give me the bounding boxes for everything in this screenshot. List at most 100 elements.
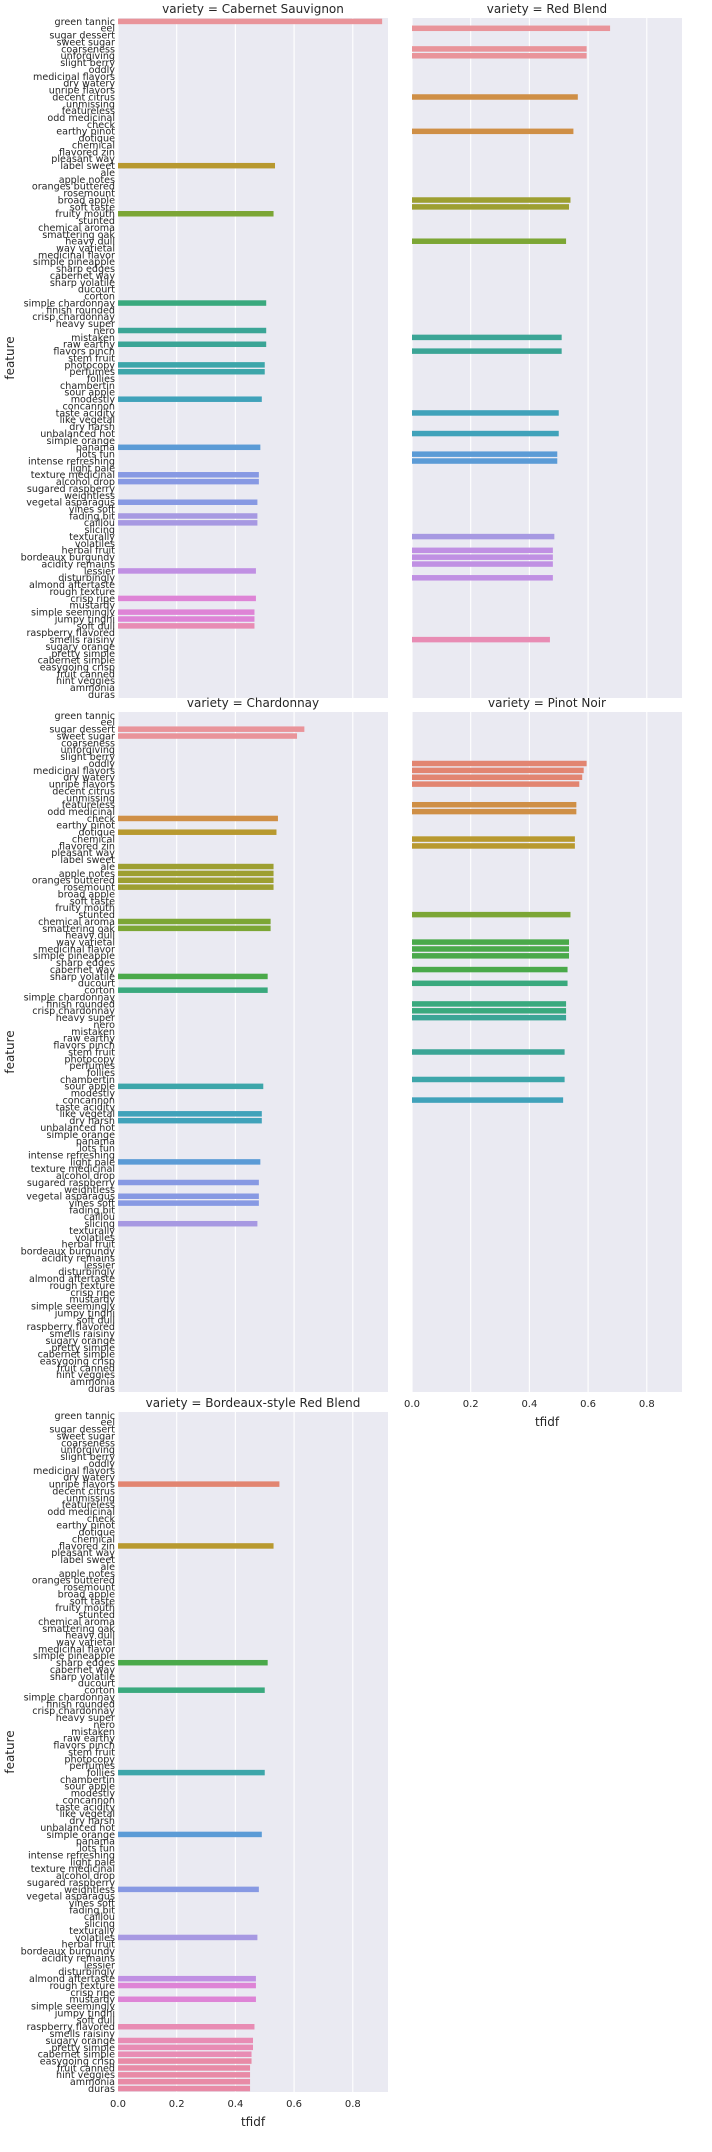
tick-label-y: bordeaux burgundy [21, 1247, 116, 1258]
tick-label-y: nero [93, 326, 115, 337]
tick-label-y: duras [88, 2084, 115, 2095]
tick-label-y: coarseness [61, 1438, 115, 1449]
tick-label-y: unbalanced hot [40, 1123, 115, 1134]
tick-label-y: photocopy [64, 1754, 115, 1765]
bar [118, 884, 274, 890]
tick-label-y: vegetal asparagus [26, 498, 115, 509]
plot-area [118, 1412, 388, 2092]
tick-label-y: texturally [69, 1226, 115, 1237]
bar [118, 733, 298, 739]
tick-label-y: sharp edges [56, 1658, 115, 1669]
tick-label-y: like vegetal [60, 415, 115, 426]
tick-label-y: cabernet way [50, 271, 115, 282]
tick-label-y: dry watery [63, 1473, 115, 1484]
tick-label-y: easygoing crisp [40, 1356, 115, 1367]
bar [412, 410, 559, 416]
bar [412, 966, 568, 973]
bar [412, 547, 553, 554]
tick-label-y: easygoing crisp [40, 2056, 115, 2067]
tick-label-y: odd medicinal [47, 807, 115, 818]
tick-label-y: pretty simple [51, 649, 115, 660]
bar [412, 575, 553, 581]
tick-label-y: odd medicinal [47, 1507, 115, 1518]
tick-label-y: caillou [84, 518, 115, 529]
bar [118, 1831, 262, 1838]
bar [412, 939, 570, 945]
bar [118, 1769, 265, 1776]
tick-label-y: earthy pinot [56, 127, 115, 138]
tick-label-x: 0.4 [521, 1399, 537, 1410]
tick-label-y: raspberry flavored [26, 1322, 115, 1333]
tick-label-y: cabernet way [50, 965, 115, 976]
bar [412, 953, 570, 959]
bar [118, 1975, 256, 1982]
bar [118, 595, 256, 602]
tick-label-y: simple orange [47, 1130, 116, 1141]
tick-label-y: cabernet simple [38, 1350, 115, 1361]
tick-label-y: texture medicinal [31, 1164, 115, 1175]
tick-label-y: soft dull [77, 1315, 115, 1326]
bar [118, 925, 271, 932]
tick-label-y: ducourt [78, 285, 115, 296]
tick-label-x: 0.6 [286, 2099, 302, 2110]
tick-label-y: simple seemingly [31, 2002, 115, 2013]
tick-label-y: herbal fruit [62, 1940, 116, 1951]
tick-label-y: medicinal flavors [33, 72, 115, 83]
tick-label-y: light pale [70, 463, 115, 474]
tick-label-y: light pale [70, 1157, 115, 1168]
tick-label-y: medicinal flavors [33, 1466, 115, 1477]
tick-label-y: unmissing [66, 99, 115, 110]
bar [412, 636, 550, 643]
bar [118, 1481, 280, 1487]
bar [118, 1543, 274, 1549]
x-axis-label: tfidf [241, 2115, 266, 2129]
bar [118, 396, 262, 402]
tick-label-y: sharp edges [56, 958, 115, 969]
tick-label-y: chambertin [60, 381, 115, 392]
tick-label-y: way varietal [56, 1638, 115, 1649]
bar [118, 368, 265, 375]
tick-label-y: oddly [89, 65, 116, 76]
tick-label-y: sharp edges [56, 264, 115, 275]
tick-label-y: weightless [64, 1185, 115, 1196]
tick-label-y: label sweet [60, 161, 115, 172]
tick-label-y: ale [101, 1562, 116, 1573]
tick-label-y: rough texture [49, 1281, 115, 1292]
tick-label-y: earthy pinot [56, 821, 115, 832]
panel-title: variety = Chardonnay [187, 696, 319, 710]
tick-label-y: acidity remains [41, 1953, 115, 1964]
tick-label-y: taste acidity [56, 1102, 116, 1113]
tick-label-y: stem fruit [68, 1747, 115, 1758]
bar [118, 1200, 259, 1206]
tick-label-y: stunted [78, 1610, 115, 1621]
tick-label-y: follies [87, 1768, 115, 1779]
bar [118, 327, 267, 334]
bar [412, 836, 575, 842]
tick-label-y: slicing [85, 1219, 115, 1230]
tick-label-y: herbal fruit [62, 1240, 116, 1251]
bar [118, 1982, 256, 1989]
tick-label-y: fading bit [69, 1205, 115, 1216]
tick-label-y: smells raisiny [49, 1329, 115, 1340]
tick-label-y: bordeaux burgundy [21, 1947, 116, 1958]
bar [412, 781, 580, 787]
tick-label-y: simple orange [47, 436, 116, 447]
panel-title: variety = Cabernet Sauvignon [162, 2, 344, 16]
bar [118, 2072, 251, 2078]
tick-label-y: soft taste [70, 896, 115, 907]
tick-label-y: slight berry [60, 752, 115, 763]
tick-label-y: duras [88, 1384, 115, 1395]
bar [412, 238, 567, 244]
bar [118, 444, 261, 451]
bar [412, 458, 558, 464]
tick-label-y: soft dull [77, 2015, 115, 2026]
tick-label-x: 0.8 [345, 2099, 361, 2110]
bar [118, 478, 259, 485]
tick-label-y: unripe flavors [49, 86, 115, 97]
tick-label-y: smattering oak [42, 924, 115, 935]
tick-label-y: mustardy [69, 1995, 115, 2006]
tick-label-y: unforgiving [61, 51, 115, 62]
tick-label-y: raw earthy [63, 1734, 115, 1745]
tick-label-y: simple chardonnay [24, 992, 116, 1003]
